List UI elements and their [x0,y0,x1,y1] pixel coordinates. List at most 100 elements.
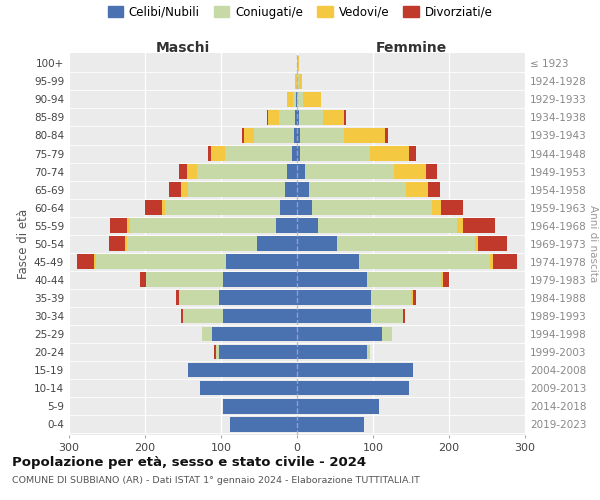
Bar [230,417,297,432]
Bar [200,380,297,396]
Bar [242,128,244,143]
Bar [297,326,382,342]
Bar [297,290,371,306]
Bar [463,218,494,233]
Bar [225,146,292,161]
Bar [257,236,297,251]
Bar [219,344,297,360]
Bar [279,110,295,125]
Bar [409,146,416,161]
Bar [181,308,183,324]
Bar [223,398,297,413]
Bar [323,110,344,125]
Bar [426,164,437,179]
Bar [226,254,297,269]
Bar [287,92,293,107]
Bar [344,110,346,125]
Bar [299,110,323,125]
Bar [312,200,432,215]
Bar [297,417,364,432]
Bar [297,146,300,161]
Bar [297,110,299,125]
Bar [406,182,428,197]
Bar [337,236,475,251]
Legend: Celibi/Nubili, Coniugati/e, Vedovi/e, Divorziati/e: Celibi/Nubili, Coniugati/e, Vedovi/e, Di… [103,1,497,24]
Text: Popolazione per età, sesso e stato civile - 2024: Popolazione per età, sesso e stato civil… [12,456,366,469]
Bar [181,182,188,197]
Bar [297,56,299,70]
Bar [300,146,370,161]
Bar [297,200,312,215]
Bar [109,236,125,251]
Bar [299,74,302,89]
Bar [145,200,162,215]
Bar [176,290,179,306]
Bar [403,308,405,324]
Bar [297,272,367,287]
Bar [293,92,296,107]
Bar [385,128,388,143]
Bar [478,236,507,251]
Bar [208,146,211,161]
Bar [413,290,416,306]
Bar [382,326,392,342]
Bar [254,128,294,143]
Bar [165,200,280,215]
Bar [490,254,493,269]
Bar [285,182,297,197]
Bar [223,272,297,287]
Bar [442,272,443,287]
Text: Femmine: Femmine [376,41,446,55]
Bar [214,344,215,360]
Bar [457,218,463,233]
Bar [295,74,297,89]
Bar [215,344,219,360]
Bar [344,128,385,143]
Bar [493,254,517,269]
Bar [305,164,394,179]
Bar [211,146,225,161]
Bar [411,290,413,306]
Bar [287,164,297,179]
Bar [127,218,130,233]
Bar [359,254,490,269]
Bar [443,272,449,287]
Bar [187,164,197,179]
Bar [127,236,257,251]
Bar [297,380,409,396]
Bar [276,218,297,233]
Bar [432,200,442,215]
Text: COMUNE DI SUBBIANO (AR) - Dati ISTAT 1° gennaio 2024 - Elaborazione TUTTITALIA.I: COMUNE DI SUBBIANO (AR) - Dati ISTAT 1° … [12,476,420,485]
Bar [188,362,297,378]
Bar [140,272,146,287]
Bar [371,308,403,324]
Bar [244,128,254,143]
Bar [169,182,181,197]
Bar [162,200,165,215]
Bar [367,344,370,360]
Y-axis label: Anni di nascita: Anni di nascita [588,205,598,282]
Bar [179,290,219,306]
Bar [188,182,285,197]
Bar [292,146,297,161]
Bar [370,146,409,161]
Bar [183,308,223,324]
Bar [130,218,276,233]
Bar [371,290,411,306]
Bar [297,344,367,360]
Bar [95,254,226,269]
Bar [297,398,379,413]
Bar [295,110,297,125]
Bar [394,164,426,179]
Bar [297,92,303,107]
Bar [146,272,223,287]
Bar [266,110,268,125]
Bar [296,92,297,107]
Bar [94,254,95,269]
Bar [297,308,371,324]
Bar [475,236,478,251]
Bar [303,92,322,107]
Bar [297,236,337,251]
Bar [297,182,309,197]
Bar [442,200,463,215]
